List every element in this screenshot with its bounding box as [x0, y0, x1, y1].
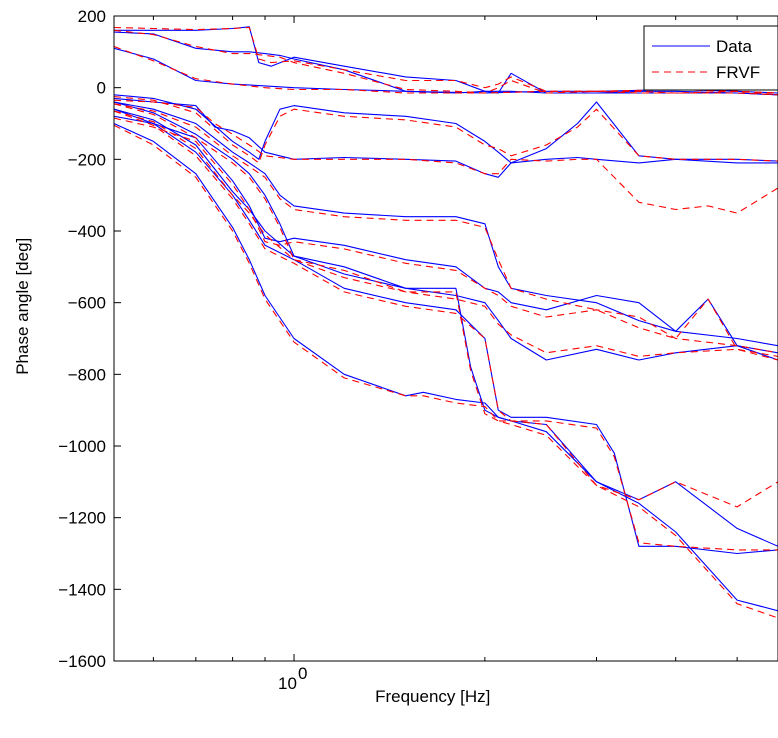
data-curve-4 — [114, 97, 778, 178]
frvf-curve-7 — [114, 103, 778, 357]
frvf-curve-8 — [114, 103, 778, 361]
y-tick-label: −1200 — [58, 509, 106, 528]
legend-label-frvf: FRVF — [716, 63, 760, 82]
y-tick-label: −800 — [68, 365, 106, 384]
data-curve-11 — [114, 108, 778, 612]
y-tick-label: −1000 — [58, 437, 106, 456]
frvf-curve-1 — [114, 26, 778, 96]
legend-box — [643, 25, 778, 91]
y-tick-label: 200 — [78, 7, 106, 26]
data-curve-5 — [114, 94, 778, 164]
frvf-curve-11 — [114, 110, 778, 619]
data-curve-9 — [114, 122, 778, 547]
y-tick-label: −600 — [68, 294, 106, 313]
data-curve-8 — [114, 101, 778, 361]
frvf-curve-2 — [114, 29, 778, 96]
y-tick-label: 0 — [97, 79, 106, 98]
frvf-curve-4 — [114, 99, 778, 214]
frvf-curve-6 — [114, 117, 778, 354]
y-tick-label: −400 — [68, 222, 106, 241]
ticks-layer: 200 0 −200 −400 −600 −800 −1000 −1200 −1400 −1600… — [58, 7, 738, 693]
data-curve-6 — [114, 115, 778, 347]
frvf-curve-5 — [114, 96, 778, 164]
data-curve-10 — [114, 108, 778, 555]
frvf-curve-10 — [114, 110, 778, 551]
frvf-curve-9 — [114, 124, 778, 508]
plot-frame — [113, 15, 778, 662]
x-tick-label: 10 — [278, 674, 297, 693]
data-curve-7 — [114, 101, 778, 354]
y-axis-label: Phase angle [deg] — [13, 238, 32, 375]
x-axis-label: Frequency [Hz] — [375, 687, 490, 706]
y-tick-label: −1400 — [58, 580, 106, 599]
x-tick-exponent: 0 — [298, 664, 307, 683]
legend-label-data: Data — [716, 37, 752, 56]
y-tick-label: −1600 — [58, 652, 106, 671]
y-tick-label: −200 — [68, 150, 106, 169]
series-layer — [114, 26, 778, 619]
legend: Data FRVF — [643, 25, 778, 91]
